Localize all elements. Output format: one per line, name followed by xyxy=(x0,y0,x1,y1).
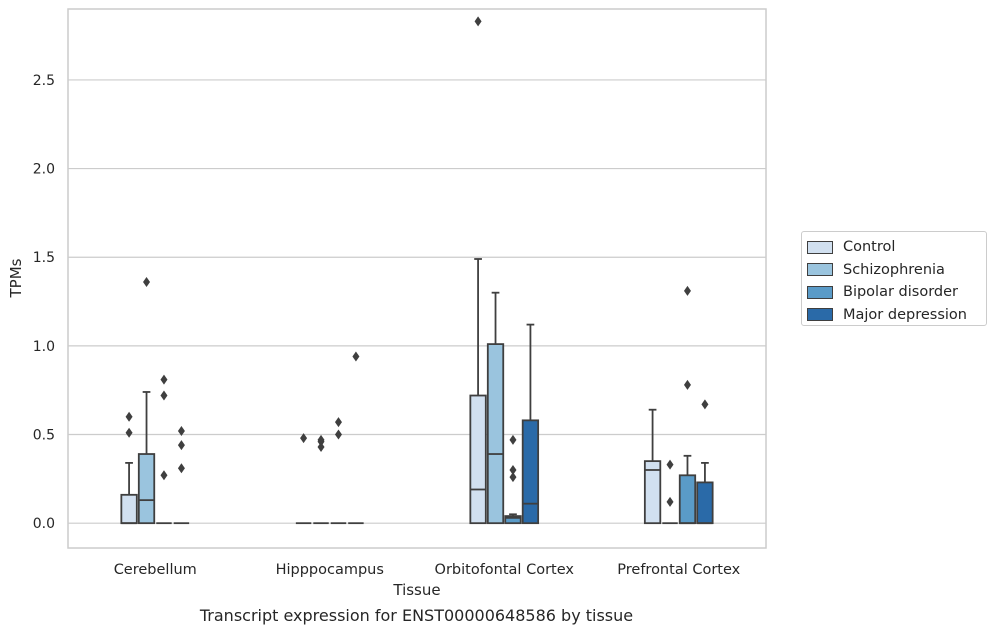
legend-item: Bipolar disorder xyxy=(807,281,986,304)
legend-item: Control xyxy=(807,236,986,259)
x-tick-label: Cerebellum xyxy=(114,562,197,578)
legend: Control Schizophrenia Bipolar disorder Majo… xyxy=(801,231,987,326)
outlier-point xyxy=(509,464,517,475)
outlier-point xyxy=(160,470,168,481)
legend-item: Major depression xyxy=(807,304,986,327)
box xyxy=(486,343,505,525)
y-tick-label: 0.0 xyxy=(33,516,55,532)
box xyxy=(678,474,697,525)
legend-label: Control xyxy=(843,239,896,256)
legend-swatch xyxy=(807,308,833,322)
box xyxy=(469,394,487,525)
plot-area-frame xyxy=(67,8,767,549)
x-axis-label: Tissue xyxy=(392,581,440,599)
y-tick-label: 2.5 xyxy=(33,73,55,89)
legend-label: Schizophrenia xyxy=(843,261,945,278)
box xyxy=(504,515,522,525)
outlier-point xyxy=(666,459,674,470)
legend-label: Major depression xyxy=(843,306,967,323)
outlier-point xyxy=(177,425,185,436)
outlier-point xyxy=(160,374,168,385)
chart-caption: Transcript expression for ENST0000064858… xyxy=(199,606,634,625)
y-axis-ticks: 0.0 0.5 1.0 1.5 2.0 2.5 xyxy=(33,73,55,532)
box xyxy=(137,453,156,525)
outlier-point xyxy=(683,285,691,296)
box xyxy=(643,460,662,525)
legend-item: Schizophrenia xyxy=(807,259,986,282)
outlier-point xyxy=(125,427,133,438)
box xyxy=(120,493,138,525)
y-tick-label: 1.0 xyxy=(33,339,55,355)
outlier-point xyxy=(509,434,517,445)
outlier-point xyxy=(701,399,709,410)
outlier-point xyxy=(683,379,691,390)
outlier-point xyxy=(666,496,674,507)
outlier-point xyxy=(300,433,308,444)
x-tick-label: Orbitofontal Cortex xyxy=(435,562,575,578)
x-axis-ticks: Cerebellum Hipppocampus Orbitofontal Corte… xyxy=(114,562,741,578)
outlier-point xyxy=(317,434,325,445)
outlier-point xyxy=(177,440,185,451)
x-tick-label: Prefrontal Cortex xyxy=(617,562,740,578)
outlier-point xyxy=(177,463,185,474)
y-tick-label: 0.5 xyxy=(33,428,55,444)
grid-lines xyxy=(68,79,766,524)
outlier-point xyxy=(509,472,517,483)
legend-swatch xyxy=(807,263,833,277)
outlier-point xyxy=(334,429,342,440)
y-axis-label: TPMs xyxy=(7,258,25,298)
outlier-point xyxy=(317,441,325,452)
legend-swatch xyxy=(807,240,833,254)
outlier-point xyxy=(125,411,133,422)
x-tick-label: Hipppocampus xyxy=(276,562,384,578)
outlier-point xyxy=(160,390,168,401)
y-tick-label: 1.5 xyxy=(33,250,55,266)
legend-label: Bipolar disorder xyxy=(843,284,958,301)
outlier-point xyxy=(143,277,151,288)
legend-swatch xyxy=(807,285,833,299)
box xyxy=(696,481,714,525)
box-series xyxy=(120,16,714,525)
outlier-point xyxy=(334,417,342,428)
outlier-point xyxy=(352,351,360,362)
y-tick-label: 2.0 xyxy=(33,162,55,178)
outlier-point xyxy=(474,16,482,27)
box xyxy=(521,419,540,525)
